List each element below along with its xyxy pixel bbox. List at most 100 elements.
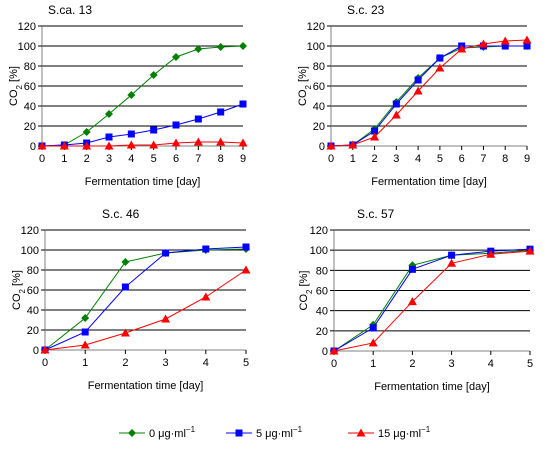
data-point [414,76,422,84]
x-tick-label: 0 [42,357,48,369]
legend-label-superscript: −1 [293,425,303,434]
y-axis-label-subscript: 2 [305,289,314,294]
y-tick-label: 80 [313,61,325,73]
x-axis-label: Fermentation time [day] [371,176,487,188]
data-point [457,44,467,53]
chart-panel-3: 0 20 40 60 80 100 120 0 1 2 3 4 5 S.c. 46 Fermentation… [11,207,251,392]
data-point [121,258,130,266]
x-tick-label: 2 [122,357,128,369]
series-line [44,246,247,351]
y-tick-label: 120 [18,21,36,33]
x-tick-label: 4 [203,357,209,369]
legend: 0 μg·ml−1 5 μg·ml−1 15 μg·ml−1 [119,425,431,440]
data-point [81,314,90,322]
data-point [162,249,170,257]
data-point [82,141,92,150]
data-point [525,246,535,255]
data-point [239,100,247,108]
y-tick-label: 60 [313,81,325,93]
x-tick-label: 5 [527,358,533,370]
x-tick-label: 0 [328,153,334,165]
y-tick-label: 120 [310,225,328,237]
x-axis-label: Fermentation time [day] [374,381,490,393]
data-point [478,39,488,48]
y-tick-label: 60 [27,285,39,297]
data-point [368,338,378,347]
data-point [201,292,211,301]
legend-label-text: 15 μg·ml [378,428,421,440]
x-tick-label: 0 [331,358,337,370]
y-tick-label: 100 [310,245,328,257]
legend-label: 15 μg·ml−1 [378,425,431,440]
x-tick-label: 5 [437,153,443,165]
y-axis-label-unit: [%] [8,66,20,85]
chart-panel-4: 0 20 40 60 80 100 120 0 1 2 3 4 5 S.c. 57 Fermentation… [298,207,535,393]
x-tick-label: 9 [240,153,246,165]
y-tick-label: 120 [307,21,325,33]
legend-label: 0 μg·ml−1 [149,425,196,440]
series-line [44,248,247,351]
data-point [126,140,136,149]
legend-marker-triangle [356,428,366,437]
data-point [500,36,510,45]
data-point [81,328,89,336]
data-point [486,249,496,258]
series-triangle [40,265,251,354]
legend-marker-square [235,429,243,437]
data-point [326,141,336,150]
y-tick-label: 100 [18,41,36,53]
data-point [172,121,180,129]
x-tick-label: 4 [415,153,421,165]
x-axis-label: Fermentation time [day] [85,176,201,188]
y-axis-label: CO2 [%] [8,66,24,106]
y-axis-label-subscript: 2 [18,288,27,293]
data-point [448,251,456,259]
chart-title: S.c. 23 [347,3,385,17]
x-tick-label: 0 [39,153,45,165]
data-point [59,141,69,150]
data-point [238,138,248,147]
y-tick-label: 20 [316,326,328,338]
data-point [40,345,50,354]
series-line [41,45,244,147]
y-tick-label: 0 [322,346,328,358]
chart-title: S.c. 57 [357,207,395,221]
data-point [161,314,171,323]
y-tick-label: 40 [27,305,39,317]
x-tick-label: 3 [449,358,455,370]
series-line [41,103,244,147]
data-point [407,297,417,306]
x-tick-label: 4 [128,153,134,165]
x-tick-label: 9 [524,153,530,165]
x-tick-label: 5 [243,357,249,369]
x-tick-label: 1 [61,153,67,165]
x-tick-label: 3 [106,153,112,165]
data-point [413,86,423,95]
y-axis-label-unit: [%] [298,271,310,290]
x-tick-label: 7 [480,153,486,165]
y-axis-label: CO2 [%] [11,270,27,310]
y-tick-label: 40 [24,101,36,113]
legend-label: 5 μg·ml−1 [256,425,303,440]
series-line [330,45,527,147]
y-axis-label: CO2 [%] [298,271,314,311]
legend-label-text: 0 μg·ml [149,428,186,440]
x-tick-label: 8 [218,153,224,165]
data-point [348,140,358,149]
series-line [330,39,528,147]
y-axis-label-subscript: 2 [304,84,313,89]
series-line [333,250,531,352]
data-point [522,35,532,44]
data-point [216,137,226,146]
x-tick-label: 5 [151,153,157,165]
data-point [447,258,457,267]
data-point [105,133,113,141]
series-diamond [38,42,247,150]
data-point [149,140,159,149]
y-tick-label: 20 [24,121,36,133]
legend-label-text: 5 μg·ml [256,428,293,440]
data-point [82,128,91,136]
x-tick-label: 2 [409,358,415,370]
x-tick-label: 3 [163,357,169,369]
series-line [333,249,531,352]
